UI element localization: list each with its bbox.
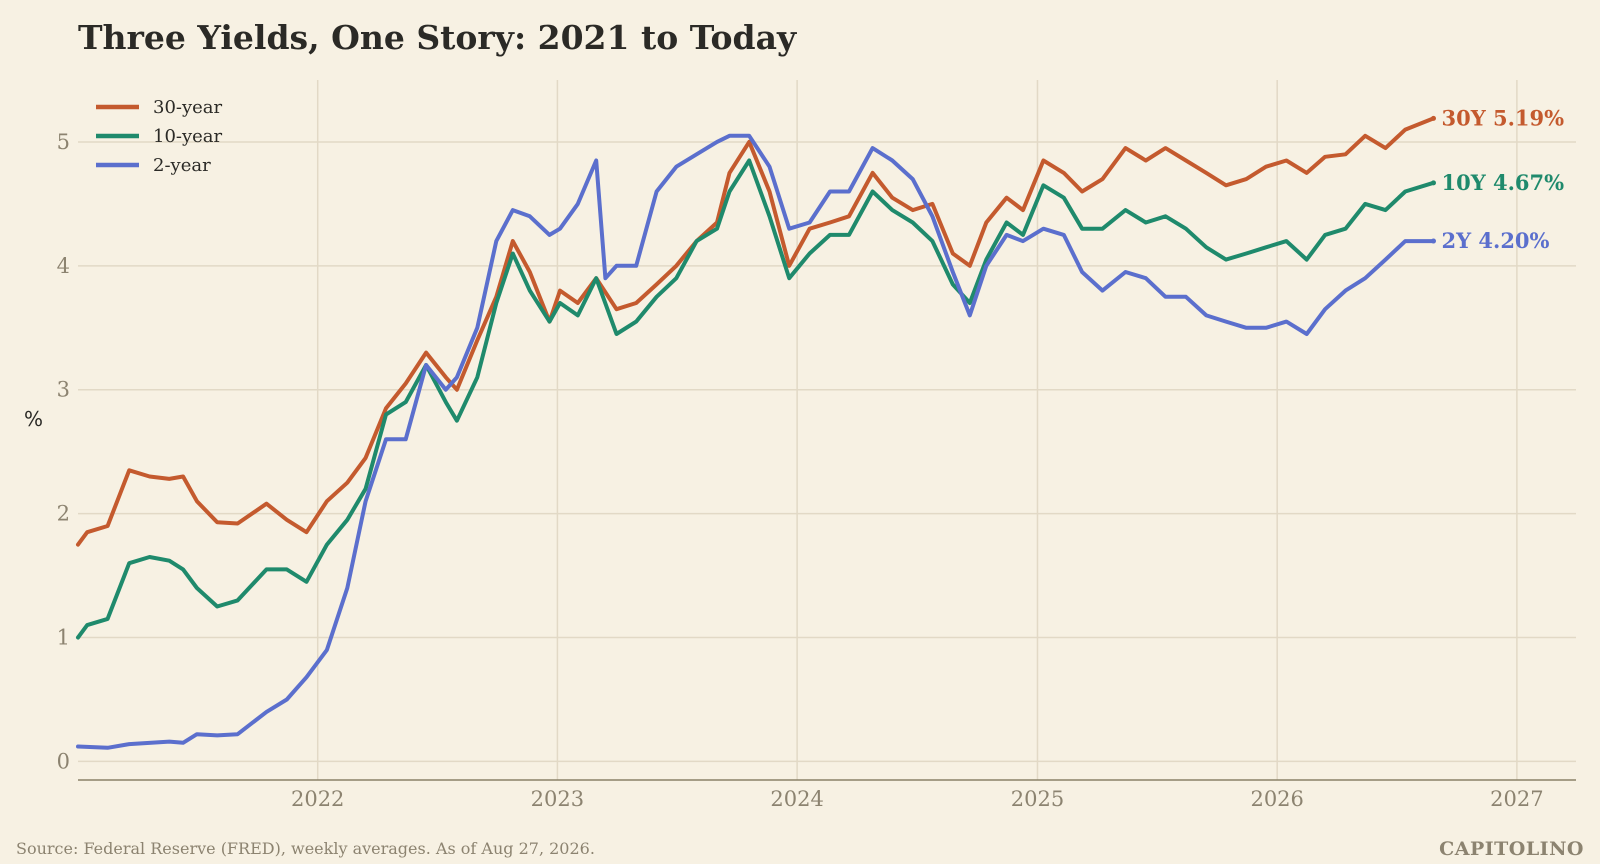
series-end-point-30-year [1430,115,1436,121]
x-tick-label: 2024 [770,787,823,811]
legend-label-2-year: 2-year [153,155,211,176]
end-label-30-year: 30Y 5.19% [1441,105,1564,130]
series-line-2-year [76,133,1436,750]
y-tick-label: 1 [57,626,70,650]
y-tick-label: 0 [57,749,70,773]
series-lines [76,115,1436,750]
end-labels: 30Y 5.19% 10Y 4.67% 2Y 4.20% [1441,105,1564,253]
x-tick-label: 2027 [1490,787,1543,811]
legend-label-30-year: 30-year [153,97,223,118]
series-line-30-year [76,116,1436,547]
series-end-point-2-year [1430,238,1436,244]
legend: 30-year 10-year 2-year [96,97,223,176]
series-end-point-10-year [1430,180,1436,186]
x-tick-label: 2023 [531,787,584,811]
x-axis-ticks: 2022 2023 2024 2025 2026 2027 [291,787,1544,811]
x-tick-label: 2025 [1011,787,1064,811]
x-tick-label: 2022 [291,787,344,811]
end-label-10-year: 10Y 4.67% [1441,170,1564,195]
source-note: Source: Federal Reserve (FRED), weekly a… [16,839,595,858]
y-tick-label: 5 [57,130,70,154]
chart-title: Three Yields, One Story: 2021 to Today [78,18,797,57]
y-axis-ticks: 0 1 2 3 4 5 [57,130,70,773]
legend-label-10-year: 10-year [153,126,223,147]
y-tick-label: 2 [57,502,70,526]
y-tick-label: 3 [57,378,70,402]
grid [78,80,1576,780]
series-line-10-year [76,158,1436,640]
brand-logo: CAPITOLINO [1439,838,1584,860]
y-tick-label: 4 [57,254,70,278]
end-label-2-year: 2Y 4.20% [1441,228,1549,253]
y-axis-label: % [24,407,43,431]
x-tick-label: 2026 [1250,787,1303,811]
